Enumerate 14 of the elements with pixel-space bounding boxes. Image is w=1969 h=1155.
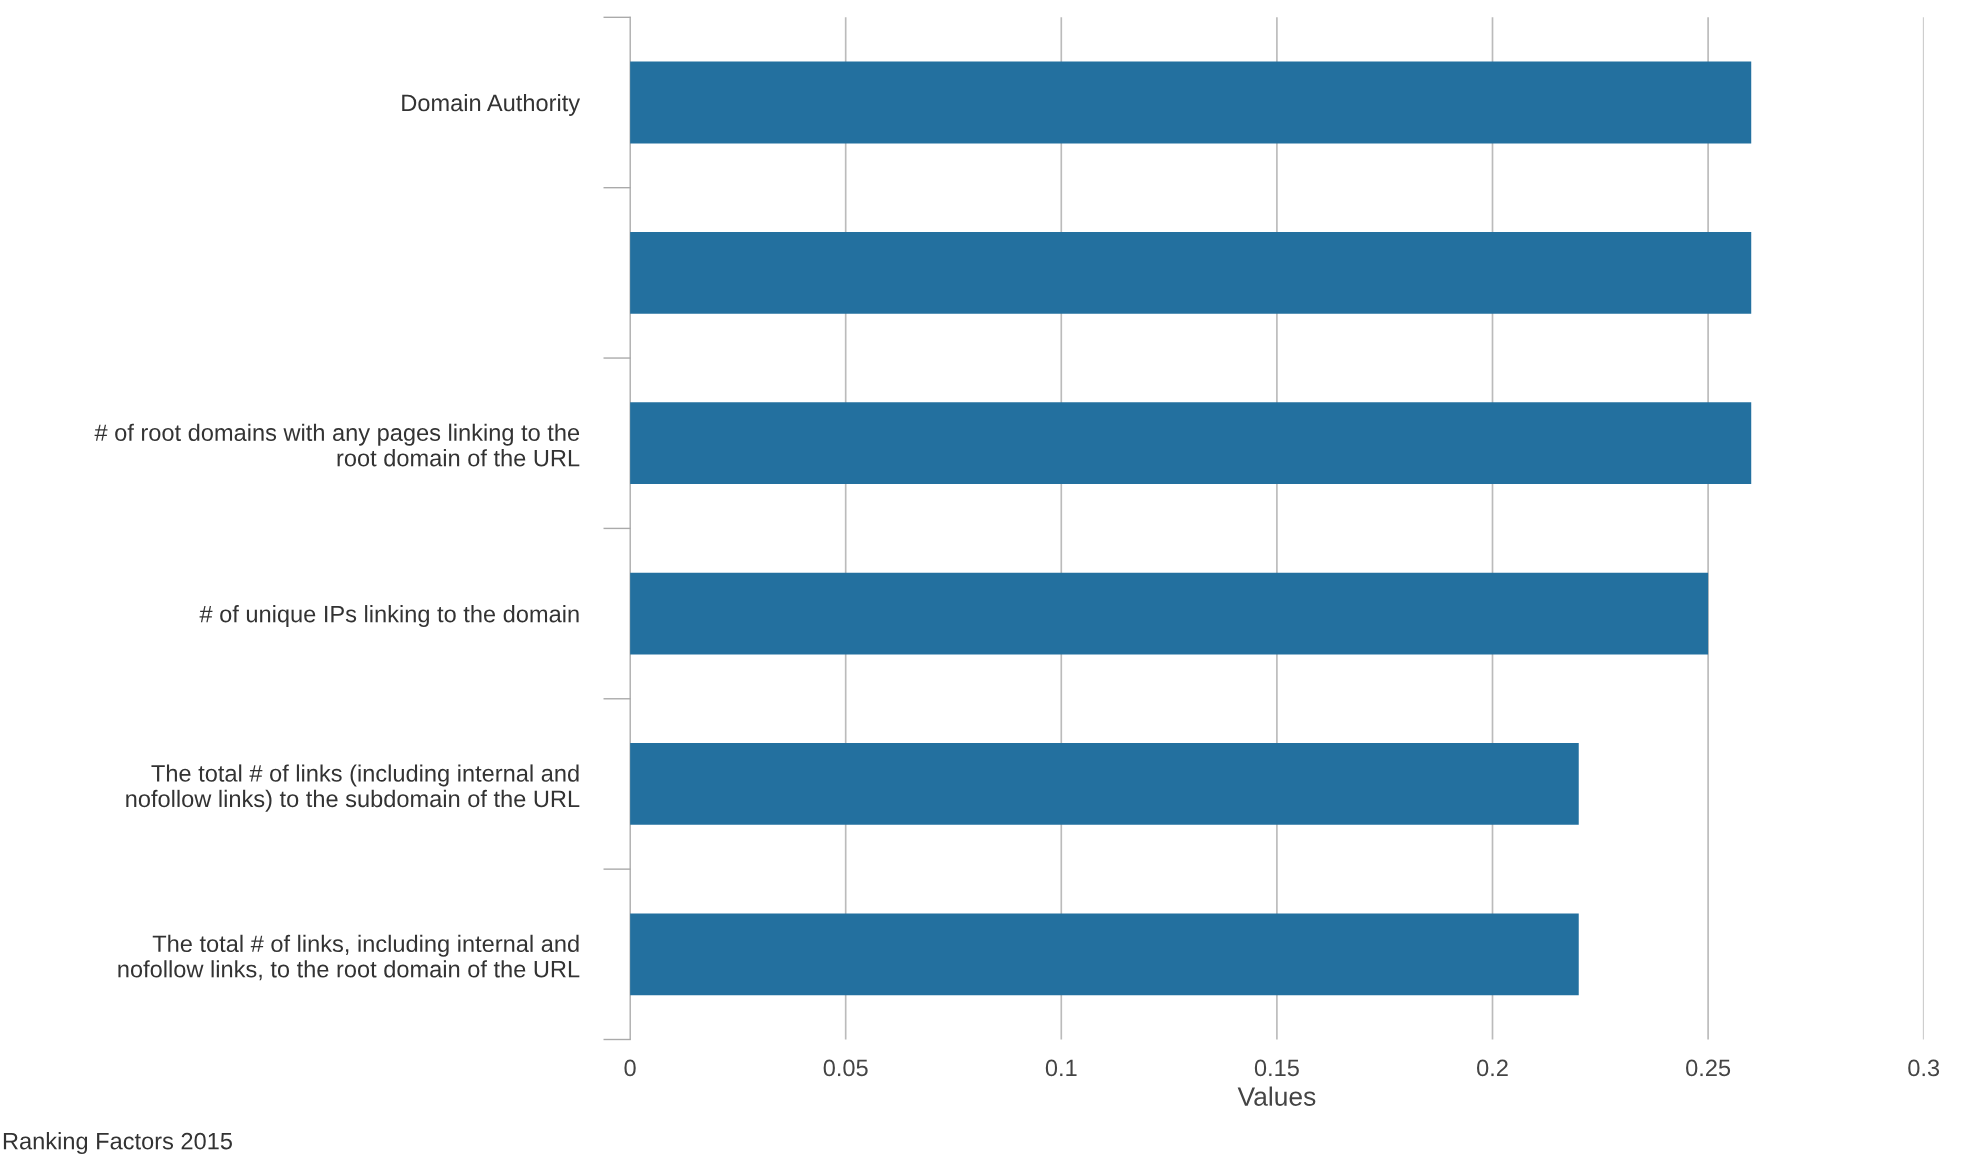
y-tick-label: # of unique IPs linking to the domain: [199, 605, 579, 628]
y-tick-label: The total # of links (including internal and nofollow links) to the subdomain of the URL: [126, 764, 580, 812]
y-tick-label: Domain Authority: [402, 93, 581, 116]
x-tick-label: 0.1: [1045, 1059, 1077, 1077]
y-tick-label: # of root domains with any pages linking to the root domain of the URL: [94, 423, 580, 467]
x-tick-label: 0.2: [1477, 1059, 1508, 1077]
text: Ranking Factors 2015: [3, 1132, 232, 1155]
x-axis-title: Values: [1237, 1086, 1316, 1106]
x-tick-label: 0: [624, 1059, 636, 1077]
x-tick-label: 0.3: [1908, 1059, 1940, 1077]
x-tick-label: 0.25: [1686, 1059, 1731, 1077]
x-tick-label: 0.05: [823, 1059, 868, 1077]
y-tick-label: The total # of links, including internal and nofollow links, to the root domain of the URL: [118, 934, 580, 981]
x-tick-label: 0.15: [1254, 1059, 1299, 1077]
